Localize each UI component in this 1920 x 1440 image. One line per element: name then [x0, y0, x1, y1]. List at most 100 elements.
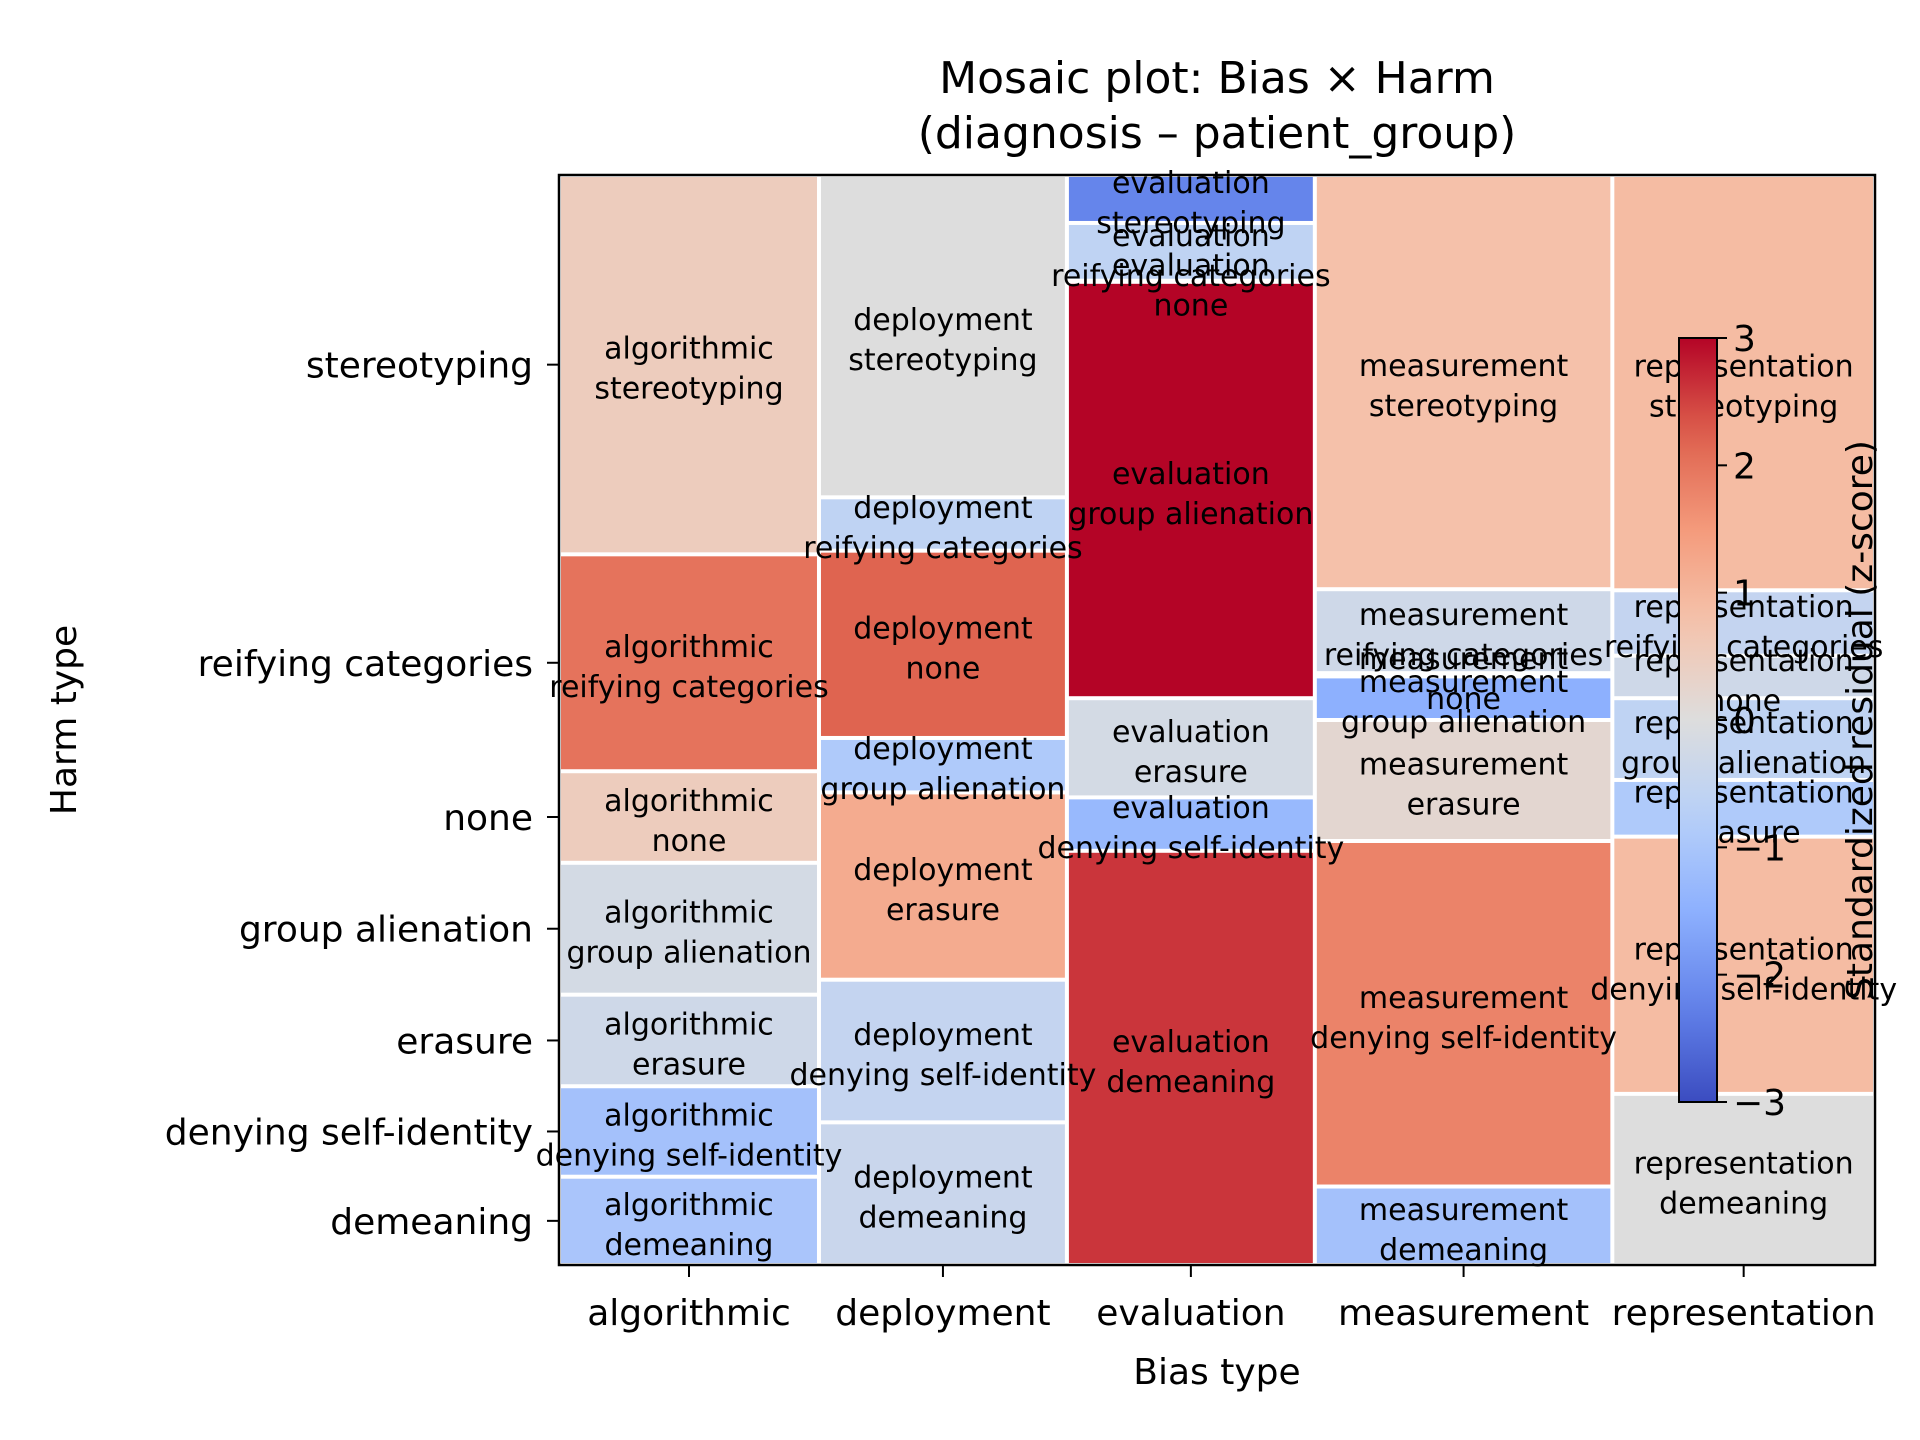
- chart-title-line1: Mosaic plot: Bias × Harm: [939, 53, 1495, 104]
- cell-label-harm: denying self-identity: [1310, 1021, 1617, 1056]
- cell-label-harm: reifying categories: [803, 531, 1082, 566]
- cell-label-harm: stereotyping: [848, 343, 1037, 378]
- x-tick-label: measurement: [1338, 1293, 1589, 1334]
- cell-label-bias: algorithmic: [604, 1007, 774, 1042]
- colorbar-tick-label: −1: [1733, 828, 1786, 869]
- x-tick-label: algorithmic: [587, 1293, 791, 1334]
- cell-label-harm: none: [1706, 684, 1781, 719]
- mosaic-cell: [1614, 838, 1873, 1092]
- cell-label-harm: stereotyping: [1369, 389, 1558, 424]
- cell-label-bias: representation: [1634, 932, 1854, 967]
- mosaic-cell: [561, 556, 817, 770]
- cell-label-bias: algorithmic: [604, 1098, 774, 1133]
- x-axis-title: Bias type: [1133, 1352, 1300, 1393]
- cell-label-bias: representation: [1634, 350, 1854, 385]
- cell-label-harm: reifying categories: [1604, 630, 1883, 665]
- cell-label-bias: evaluation: [1112, 715, 1270, 750]
- cell-label-bias: deployment: [853, 1018, 1033, 1053]
- cell-label-bias: evaluation: [1112, 248, 1270, 283]
- cell-label-bias: measurement: [1359, 1193, 1569, 1228]
- cell-label-bias: representation: [1634, 1146, 1854, 1181]
- y-tick-label: demeaning: [330, 1202, 533, 1243]
- cell-label-bias: evaluation: [1112, 219, 1270, 254]
- mosaic-cell: [1614, 781, 1873, 835]
- colorbar-ticks: −3 −2 −1 0 1 2 3: [1717, 319, 1786, 1124]
- y-axis-title: Harm type: [44, 625, 85, 815]
- cell-label-harm: group alienation: [1068, 497, 1313, 532]
- cell-label-harm: denying self-identity: [1590, 972, 1897, 1007]
- y-tick-label: none: [443, 798, 533, 839]
- cell-label-harm: erasure: [1407, 787, 1521, 822]
- mosaic-cell: [1068, 224, 1313, 279]
- cell-label-bias: deployment: [853, 853, 1033, 888]
- cell-label-bias: deployment: [853, 303, 1033, 338]
- mosaic-cell: [561, 1088, 817, 1175]
- mosaic-cell-labels: algorithmic demeaning algorithmic denying s…: [536, 166, 1898, 1268]
- x-tick-label: evaluation: [1096, 1293, 1285, 1334]
- cell-label-bias: algorithmic: [604, 630, 774, 665]
- cell-label-harm: none: [906, 651, 981, 686]
- cell-label-bias: measurement: [1359, 349, 1569, 384]
- y-tick-label: group alienation: [239, 910, 533, 951]
- y-tick-label: erasure: [396, 1021, 533, 1062]
- cell-label-harm: erasure: [886, 893, 1000, 928]
- mosaic-cell: [820, 1124, 1065, 1263]
- cell-label-harm: denying self-identity: [1037, 831, 1344, 866]
- cell-label-harm: reifying categories: [1324, 638, 1603, 673]
- cell-label-harm: stereotyping: [594, 372, 783, 407]
- mosaic-cell: [561, 864, 817, 993]
- cell-label-harm: demeaning: [1106, 1065, 1275, 1100]
- colorbar-label: Standardized residual (z-score): [1840, 440, 1881, 1000]
- mosaic-cell: [820, 499, 1065, 549]
- cell-label-harm: reifying categories: [1051, 259, 1330, 294]
- cell-label-bias: algorithmic: [604, 332, 774, 367]
- colorbar-tick-label: 1: [1733, 574, 1756, 615]
- mosaic-cell: [1614, 657, 1873, 697]
- mosaic-cell: [1068, 283, 1313, 697]
- cell-label-bias: representation: [1634, 775, 1854, 810]
- mosaic-cell: [1068, 700, 1313, 796]
- cell-label-bias: evaluation: [1112, 1025, 1270, 1060]
- cell-label-harm: reifying categories: [549, 670, 828, 705]
- colorbar-tick-label: −3: [1733, 1083, 1786, 1124]
- mosaic-cell: [820, 177, 1065, 496]
- cell-label-harm: none: [1153, 288, 1228, 323]
- cell-label-harm: erasure: [632, 1047, 746, 1082]
- cell-label-bias: algorithmic: [604, 1188, 774, 1223]
- colorbar-tick-label: 2: [1733, 446, 1756, 487]
- y-tick-label: denying self-identity: [165, 1112, 533, 1153]
- mosaic-cell: [1316, 722, 1611, 839]
- cell-label-bias: measurement: [1359, 747, 1569, 782]
- colorbar-tick-label: −2: [1733, 956, 1786, 997]
- mosaic-cell: [820, 981, 1065, 1121]
- mosaic-cell: [820, 739, 1065, 791]
- mosaic-cell: [1614, 177, 1873, 589]
- mosaic-cell: [561, 773, 817, 861]
- cell-label-harm: group alienation: [820, 772, 1065, 807]
- cell-label-harm: stereotyping: [1649, 390, 1838, 425]
- cell-label-bias: measurement: [1359, 981, 1569, 1016]
- y-tick-label: reifying categories: [198, 644, 533, 685]
- mosaic-cell: [820, 552, 1065, 736]
- cell-label-bias: deployment: [853, 491, 1033, 526]
- cell-label-bias: evaluation: [1112, 166, 1270, 201]
- mosaic-cell: [1068, 852, 1313, 1263]
- cell-label-bias: deployment: [853, 1161, 1033, 1196]
- mosaic-cell: [1316, 842, 1611, 1185]
- cell-label-harm: none: [652, 824, 727, 859]
- mosaic-cell: [1068, 177, 1313, 221]
- cell-label-bias: evaluation: [1112, 791, 1270, 826]
- mosaic-cell: [1316, 177, 1611, 588]
- y-tick-label: stereotyping: [306, 346, 533, 387]
- mosaic-cell: [1316, 591, 1611, 672]
- cell-label-harm: group alienation: [1621, 746, 1866, 781]
- cell-label-harm: denying self-identity: [536, 1138, 843, 1173]
- cell-label-harm: group alienation: [566, 936, 811, 971]
- mosaic-cell: [561, 177, 817, 553]
- cell-label-harm: stereotyping: [1096, 206, 1285, 241]
- mosaic-cell: [1316, 678, 1611, 718]
- chart-title-line2: (diagnosis – patient_group): [918, 108, 1517, 159]
- cell-label-bias: measurement: [1359, 598, 1569, 633]
- mosaic-cell: [1614, 700, 1873, 778]
